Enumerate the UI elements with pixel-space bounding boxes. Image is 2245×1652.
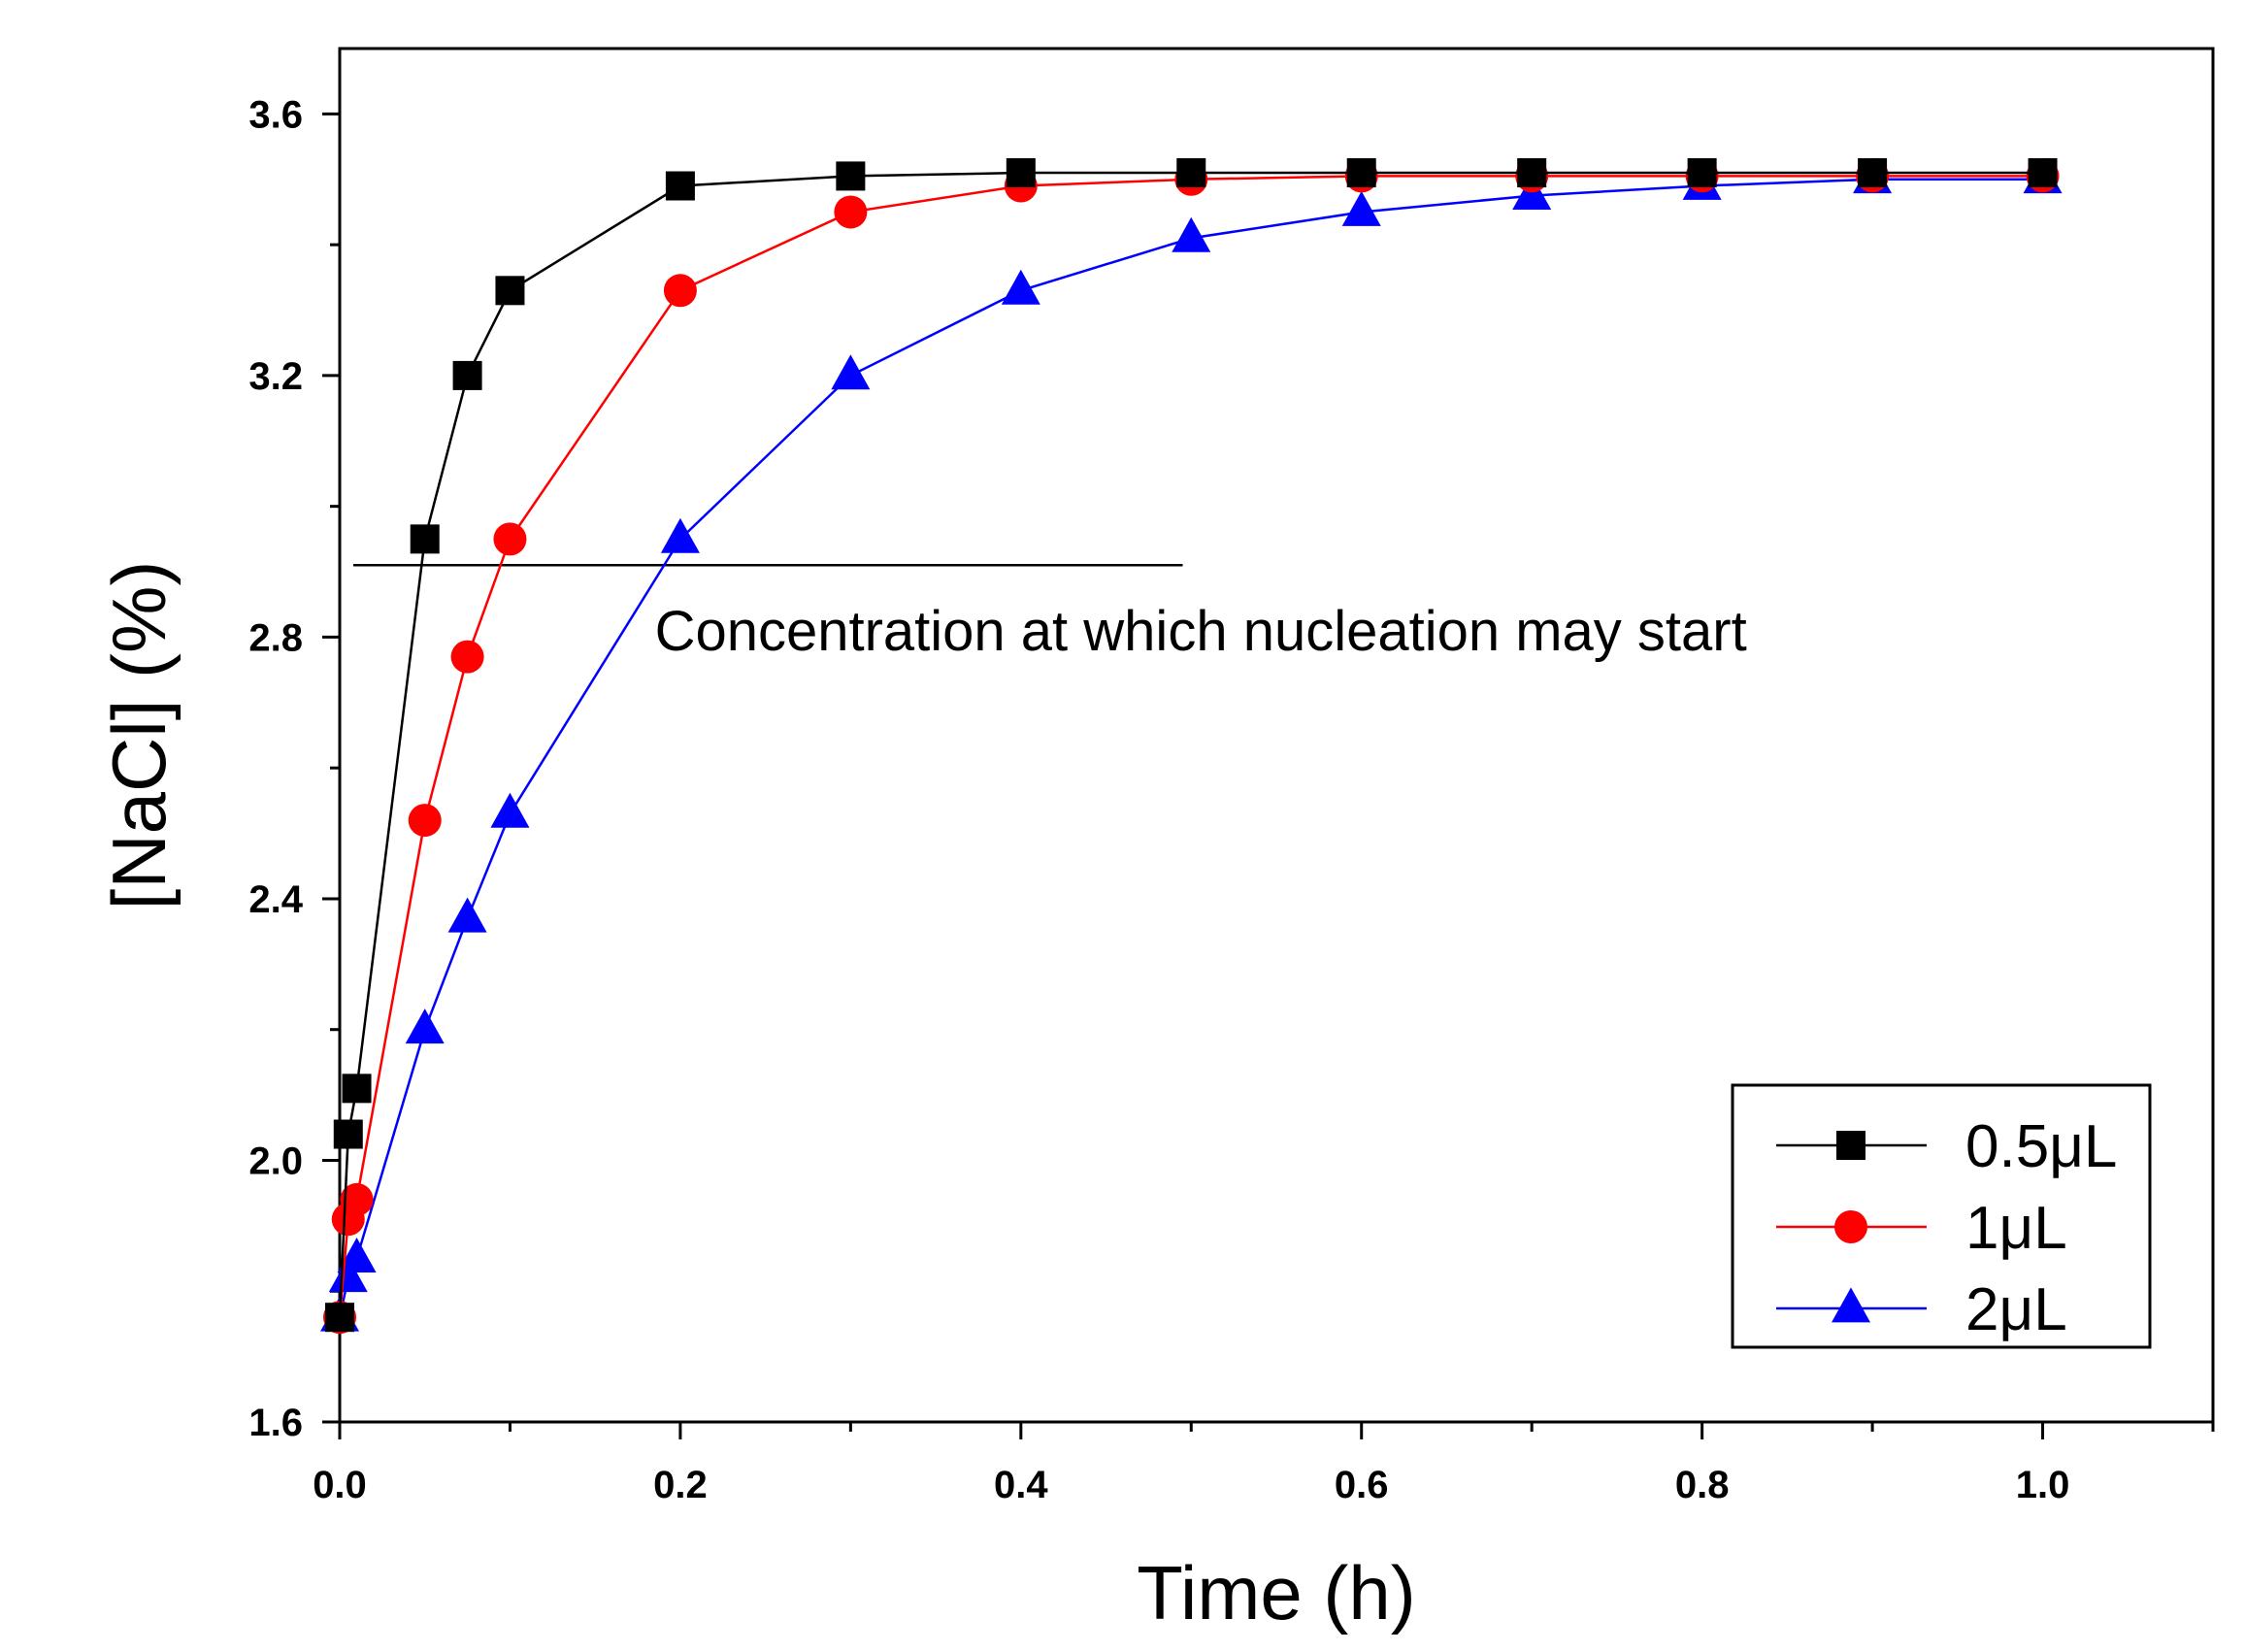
x-tick-label: 0.0 bbox=[313, 1464, 367, 1506]
y-tick-label: 1.6 bbox=[248, 1402, 303, 1444]
y-tick-label: 2.4 bbox=[248, 878, 303, 921]
data-point bbox=[1687, 158, 1717, 188]
data-point bbox=[340, 1182, 374, 1216]
legend-marker bbox=[1832, 1287, 1870, 1323]
data-point bbox=[490, 792, 530, 828]
data-point bbox=[342, 1074, 372, 1104]
y-tick-label: 2.8 bbox=[248, 616, 303, 659]
y-tick-label: 2.0 bbox=[248, 1140, 303, 1182]
x-axis-title: Time (h) bbox=[1137, 1550, 1415, 1635]
legend-item: 1μL bbox=[1776, 1195, 2067, 1262]
series-square bbox=[325, 158, 2058, 1333]
data-point bbox=[450, 640, 484, 674]
y-tick-label: 3.6 bbox=[248, 93, 303, 136]
x-axis: 0.0 0.2 0.4 0.6 0.8 1.0 bbox=[313, 1422, 2215, 1506]
legend-item: 0.5μL bbox=[1776, 1113, 2117, 1180]
legend-marker bbox=[1834, 1210, 1867, 1243]
x-tick-label: 0.2 bbox=[653, 1464, 708, 1506]
x-tick-label: 0.8 bbox=[1675, 1464, 1730, 1506]
plot-area: 0.0 0.2 0.4 0.6 0.8 1.0 1.6 2.0 2.4 2.8 3.2 3.6 Co… bbox=[248, 47, 2215, 1506]
data-point bbox=[2028, 158, 2058, 188]
data-point bbox=[834, 195, 868, 229]
y-axis: 1.6 2.0 2.4 2.8 3.2 3.6 bbox=[248, 93, 340, 1444]
data-point bbox=[836, 161, 866, 191]
legend-item: 2μL bbox=[1776, 1276, 2067, 1343]
data-point bbox=[1176, 158, 1206, 188]
series-layer bbox=[320, 158, 2063, 1335]
data-point bbox=[337, 1237, 377, 1272]
data-point bbox=[452, 360, 482, 390]
plot-frame bbox=[338, 47, 2215, 1424]
data-point bbox=[493, 522, 527, 556]
x-tick-label: 1.0 bbox=[2016, 1464, 2070, 1506]
nucleation-annotation: Concentration at which nucleation may st… bbox=[655, 600, 1747, 663]
data-point bbox=[1001, 269, 1040, 305]
data-point bbox=[1858, 158, 1888, 188]
legend: 0.5μL 1μL 2μL bbox=[1731, 1083, 2152, 1349]
y-axis-title: [NaCl] (%) bbox=[96, 561, 182, 910]
data-point bbox=[328, 1257, 368, 1293]
data-point bbox=[1006, 158, 1036, 188]
x-tick-label: 0.6 bbox=[1335, 1464, 1389, 1506]
data-point bbox=[1517, 158, 1547, 188]
data-point bbox=[408, 804, 442, 838]
x-tick-label: 0.4 bbox=[994, 1464, 1048, 1506]
data-point bbox=[333, 1119, 363, 1149]
data-point bbox=[1172, 216, 1211, 252]
data-point bbox=[405, 1008, 445, 1044]
data-point bbox=[1346, 158, 1376, 188]
data-point bbox=[663, 274, 697, 308]
legend-box bbox=[1731, 1083, 2152, 1349]
legend-marker bbox=[1836, 1131, 1865, 1160]
annotation-layer: Concentration at which nucleation may st… bbox=[353, 564, 1747, 663]
legend-label: 2μL bbox=[1965, 1276, 2067, 1343]
data-point bbox=[447, 897, 487, 933]
data-point bbox=[325, 1303, 354, 1333]
data-point bbox=[1341, 190, 1381, 226]
data-point bbox=[410, 524, 440, 554]
legend-label: 1μL bbox=[1965, 1195, 2067, 1262]
data-point bbox=[660, 517, 700, 553]
data-point bbox=[495, 276, 525, 306]
y-tick-label: 3.2 bbox=[248, 355, 303, 398]
data-point bbox=[665, 171, 695, 201]
data-point bbox=[831, 354, 871, 390]
legend-label: 0.5μL bbox=[1965, 1113, 2117, 1180]
legend-items: 0.5μL 1μL 2μL bbox=[1776, 1113, 2117, 1343]
